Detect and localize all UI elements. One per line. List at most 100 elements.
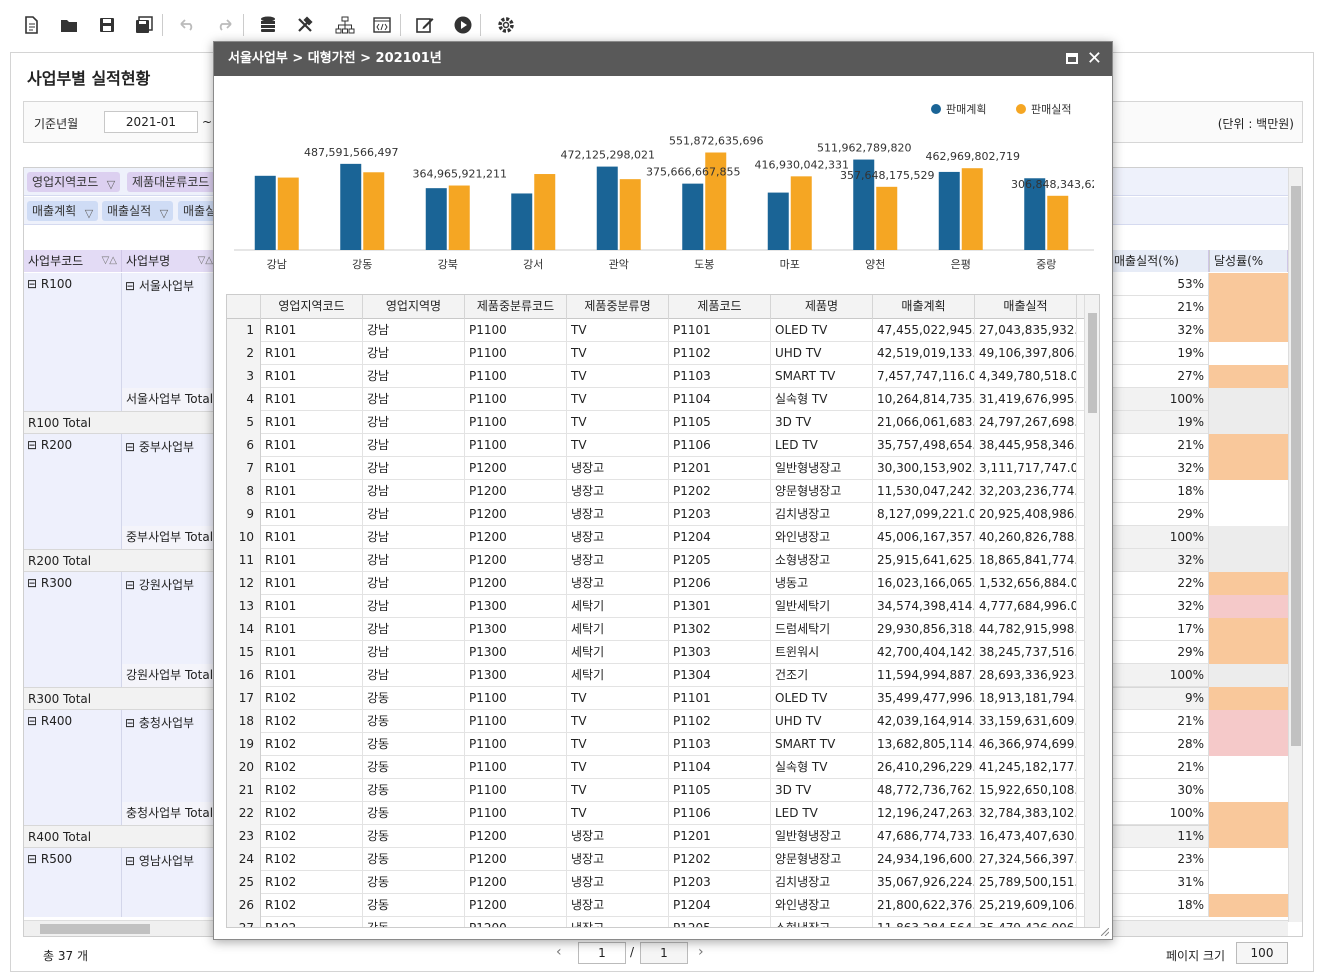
resize-grip-icon[interactable] <box>1101 928 1109 936</box>
division-name-cell[interactable]: ⊟ 중부사업부 <box>122 434 216 526</box>
table-row[interactable]: 10 R101 강남 P1200 냉장고 P1204 와인냉장고 45,006,167,357… <box>227 526 1085 549</box>
next-page-icon[interactable]: › <box>698 944 704 960</box>
save-icon[interactable] <box>94 12 120 38</box>
table-row[interactable]: 11 R101 강남 P1200 냉장고 P1205 소형냉장고 25,915,641,625… <box>227 549 1085 572</box>
settings-icon[interactable] <box>493 12 519 38</box>
table-row[interactable]: 18 R102 강동 P1100 TV P1102 UHD TV 42,039,164,914… <box>227 710 1085 733</box>
bar-판매계획[interactable] <box>938 171 960 250</box>
filter-sort-icon[interactable]: ▽△ <box>101 255 117 266</box>
value-chip[interactable]: 매출계획 ▽ <box>27 201 99 221</box>
division-code-cell[interactable]: ⊟ R300 <box>24 572 122 687</box>
column-header[interactable]: 매출실적 <box>975 295 1077 319</box>
value-chip[interactable]: 매출실적 ▽ <box>102 201 174 221</box>
bar-판매계획[interactable] <box>340 163 362 250</box>
bar-판매실적[interactable] <box>705 152 727 250</box>
page-size-select[interactable]: 100 <box>1236 942 1288 964</box>
table-row[interactable]: 16R101강남P1300세탁기P1304건조기11,594,994,887..… <box>227 664 1085 687</box>
table-row[interactable]: 17 R102 강동 P1100 TV P1101 OLED TV 35,499,477,99… <box>227 687 1085 710</box>
run-icon[interactable] <box>450 12 476 38</box>
column-header[interactable]: 매출계획 <box>873 295 975 319</box>
hierarchy-icon[interactable] <box>332 12 358 38</box>
pivot-vertical-scrollbar[interactable] <box>1288 168 1302 922</box>
table-row[interactable]: 1 R101 강남 P1100 TV P1101 OLED TV 47,455,022,945… <box>227 319 1085 342</box>
bar-판매실적[interactable] <box>448 185 470 250</box>
division-name-cell[interactable]: ⊟ 충청사업부 <box>122 710 216 802</box>
bar-판매실적[interactable] <box>1047 195 1069 250</box>
table-row[interactable]: 26 R102 강동 P1200 냉장고 P1204 와인냉장고 21,800,622,376… <box>227 894 1085 917</box>
bar-판매계획[interactable] <box>767 192 789 250</box>
save-all-icon[interactable] <box>131 12 157 38</box>
table-row[interactable]: 7 R101 강남 P1200 냉장고 P1201 일반형냉장고 30,300,153,902… <box>227 457 1085 480</box>
database-icon[interactable] <box>255 12 281 38</box>
filter-icon[interactable]: ▽ <box>84 207 94 220</box>
table-row[interactable]: 3 R101 강남 P1100 TV P1103 SMART TV 7,457,747,116… <box>227 365 1085 388</box>
bar-판매계획[interactable] <box>254 175 276 250</box>
table-row[interactable]: 19 R102 강동 P1100 TV P1103 SMART TV 13,682,805,1… <box>227 733 1085 756</box>
header-achievement-rate[interactable]: 달성률(% <box>1209 250 1288 272</box>
column-header[interactable]: 제품코드 <box>669 295 771 319</box>
bar-판매계획[interactable] <box>853 159 875 250</box>
table-row[interactable]: 13 R101 강남 P1300 세탁기 P1301 일반세탁기 34,574,398,414… <box>227 595 1085 618</box>
bar-판매실적[interactable] <box>961 168 983 250</box>
table-row[interactable]: 15R101강남P1300세탁기P1303트윈워시42,700,404,142.… <box>227 641 1085 664</box>
header-division-code[interactable]: 사업부코드 ▽△ <box>24 250 122 272</box>
table-row[interactable]: 22 R102 강동 P1100 TV P1106 LED TV 12,196,247,263… <box>227 802 1085 825</box>
division-name-cell[interactable]: ⊟ 강원사업부 <box>122 572 216 664</box>
column-header[interactable]: 제품중분류명 <box>567 295 669 319</box>
division-code-cell[interactable]: ⊟ R500 <box>24 848 122 917</box>
division-code-cell[interactable]: ⊟ R400 <box>24 710 122 825</box>
column-header[interactable]: 제품중분류코드 <box>465 295 567 319</box>
bar-판매실적[interactable] <box>277 177 299 250</box>
grid-vertical-scrollbar[interactable] <box>1084 295 1099 927</box>
redo-icon[interactable] <box>212 12 238 38</box>
page-input[interactable]: 1 <box>578 942 626 964</box>
table-row[interactable]: 27 R102 강동 P1200 냉장고 P1205 소형냉장고 11,863,284,564… <box>227 917 1085 927</box>
filter-chip[interactable]: 제품대분류코드▽ <box>127 172 232 192</box>
division-name-cell[interactable]: ⊟ 서울사업부 <box>122 273 216 388</box>
new-document-icon[interactable] <box>18 12 44 38</box>
filter-icon[interactable]: ▽ <box>159 207 169 220</box>
column-header[interactable]: 영업지역코드 <box>261 295 363 319</box>
column-header[interactable]: 영업지역명 <box>363 295 465 319</box>
bar-판매계획[interactable] <box>1024 178 1046 250</box>
table-row[interactable]: 12R101강남P1200냉장고P1206냉동고16,023,166,065..… <box>227 572 1085 595</box>
undo-icon[interactable] <box>174 12 200 38</box>
close-icon[interactable]: ✕ <box>1086 48 1102 69</box>
bar-판매계획[interactable] <box>425 188 447 250</box>
table-row[interactable]: 14 R101 강남 P1300 세탁기 P1302 드럼세탁기 29,930,856,318… <box>227 618 1085 641</box>
bar-판매계획[interactable] <box>596 166 618 250</box>
tools-icon[interactable] <box>292 12 318 38</box>
header-sales-actual-pct[interactable]: 매출실적(%) <box>1109 250 1209 272</box>
bar-판매실적[interactable] <box>363 172 385 250</box>
filter-chip[interactable]: 영업지역코드 ▽ <box>27 172 121 192</box>
bar-판매실적[interactable] <box>790 176 812 250</box>
division-code-cell[interactable]: ⊟ R100 <box>24 273 122 411</box>
table-row[interactable]: 23 R102 강동 P1200 냉장고 P1201 일반형냉장고 47,686,774,73… <box>227 825 1085 848</box>
table-row[interactable]: 20 R102 강동 P1100 TV P1104 실속형 TV 26,410,296,229… <box>227 756 1085 779</box>
table-row[interactable]: 24 R102 강동 P1200 냉장고 P1202 양문형냉장고 24,934,196,60… <box>227 848 1085 871</box>
edit-icon[interactable] <box>412 12 438 38</box>
filter-icon[interactable]: ▽△ <box>197 255 213 266</box>
division-name-cell[interactable]: ⊟ 영남사업부 <box>122 848 216 917</box>
bar-판매계획[interactable] <box>682 183 704 250</box>
bar-판매실적[interactable] <box>534 174 556 250</box>
division-code-cell[interactable]: ⊟ R200 <box>24 434 122 549</box>
code-icon[interactable] <box>369 12 395 38</box>
header-division-name[interactable]: 사업부명 ▽△ <box>122 250 216 272</box>
column-header[interactable]: 제품명 <box>771 295 873 319</box>
prev-page-icon[interactable]: ‹ <box>556 944 562 960</box>
from-month-input[interactable]: 2021-01 <box>104 111 198 133</box>
table-row[interactable]: 25 R102 강동 P1200 냉장고 P1203 김치냉장고 35,067,926,224… <box>227 871 1085 894</box>
bar-판매실적[interactable] <box>876 186 898 250</box>
table-row[interactable]: 8 R101 강남 P1200 냉장고 P1202 양문형냉장고 11,530,047,242… <box>227 480 1085 503</box>
filter-icon[interactable]: ▽ <box>106 178 116 191</box>
maximize-icon[interactable] <box>1066 53 1078 64</box>
open-folder-icon[interactable] <box>56 12 82 38</box>
bar-판매실적[interactable] <box>619 179 641 250</box>
bar-판매계획[interactable] <box>511 193 533 250</box>
